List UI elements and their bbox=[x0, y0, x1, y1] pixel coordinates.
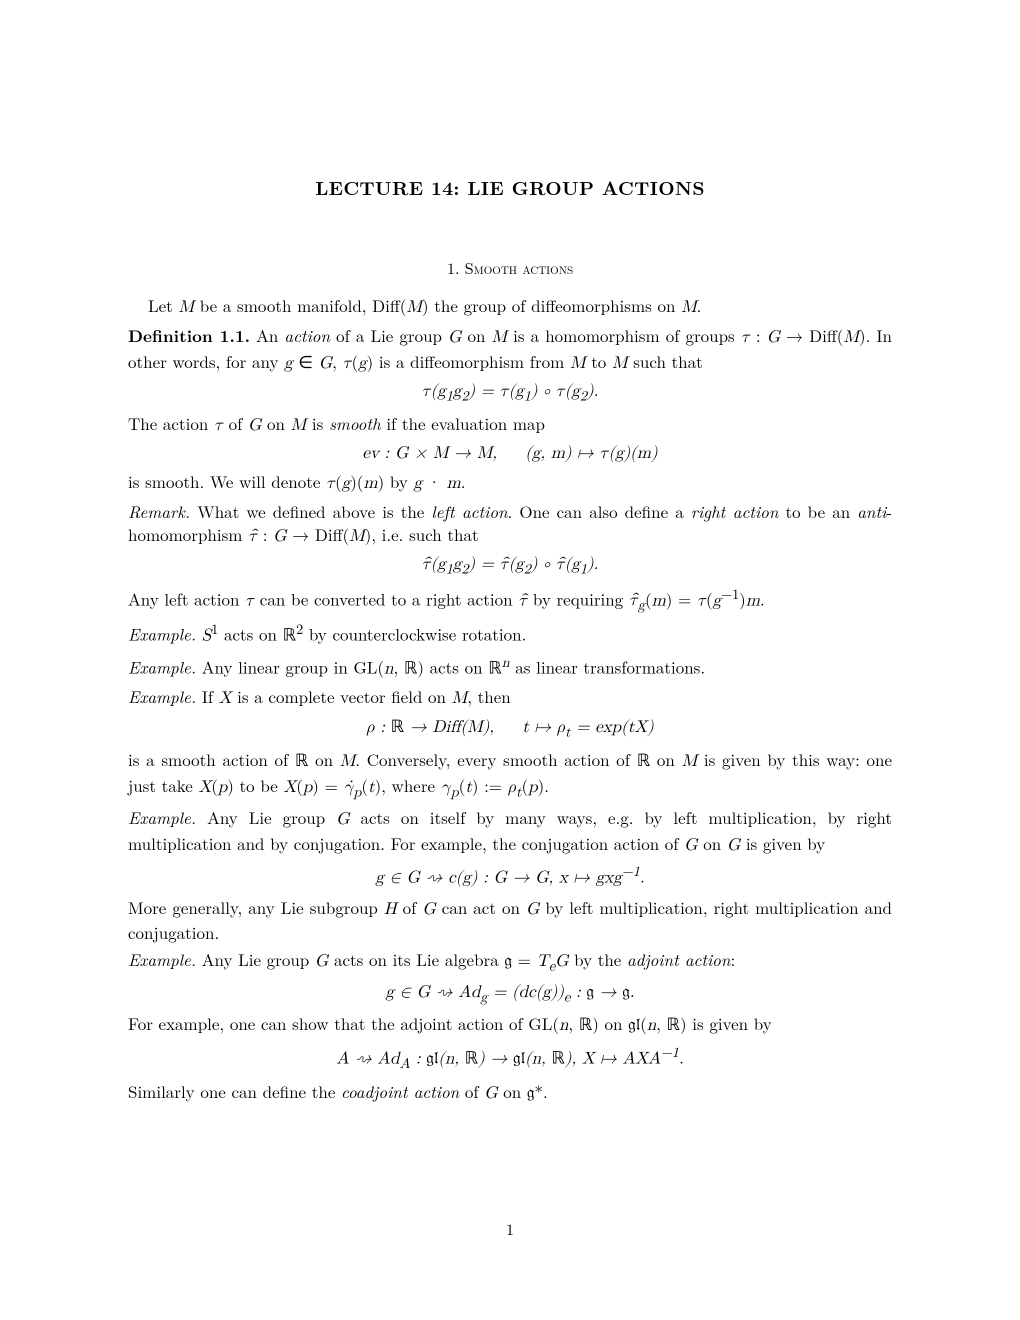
example-4: Example. Any Lie group G acts on itself … bbox=[128, 806, 892, 858]
equation-5: g ∈ G ⇝ c(g) : G → G, x ↦ gxg−1. bbox=[128, 863, 892, 891]
remark-label: Remark. bbox=[128, 499, 190, 523]
remark-text: to be an bbox=[778, 499, 857, 523]
def-continuation: The action τ of G on M is smooth if the … bbox=[128, 412, 892, 438]
equation-7: A ⇝ AdA : 𝔤𝔩(n, ℝ) → 𝔤𝔩(n, ℝ), X ↦ AXA−1… bbox=[128, 1044, 892, 1074]
example-4-cont: More generally, any Lie subgroup H of G … bbox=[128, 896, 892, 945]
equation-4: ρ : ℝ → Diff(M), t ↦ ρt = exp(tX) bbox=[128, 716, 892, 743]
def-term-action: action bbox=[284, 323, 330, 347]
remark-block: Remark. What we defined above is the lef… bbox=[128, 500, 892, 549]
term-adjoint: adjoint action bbox=[627, 947, 730, 971]
section-title: Smooth actions bbox=[465, 256, 573, 279]
definition-block: Definition 1.1. An action of a Lie group… bbox=[128, 324, 892, 376]
term-right-action: right action bbox=[691, 499, 779, 523]
definition-label: Definition 1.1. bbox=[128, 324, 250, 348]
remark-text: What we defined above is the bbox=[190, 499, 431, 523]
document-page: LECTURE 14: LIE GROUP ACTIONS 1. Smooth … bbox=[0, 0, 1020, 1320]
section-number: 1. bbox=[447, 256, 459, 279]
example-3-cont: is a smooth action of ℝ on M. Conversely… bbox=[128, 748, 892, 802]
def-term-smooth: smooth bbox=[329, 411, 381, 435]
equation-2: ev : G × M → M, (g, m) ↦ τ(g)(m) bbox=[128, 443, 892, 466]
equation-3: τ̂(g1g2) = τ̂(g2) ∘ τ̂(g1). bbox=[128, 554, 892, 580]
example-1: Example. S1 acts on ℝ2 by counterclockwi… bbox=[128, 620, 892, 649]
term-coadjoint: coadjoint action bbox=[341, 1079, 459, 1103]
example-5-cont: For example, one can show that the adjoi… bbox=[128, 1012, 892, 1039]
example-label: Example. bbox=[128, 947, 196, 971]
page-number: 1 bbox=[506, 1218, 514, 1240]
example-5-end: Similarly one can define the coadjoint a… bbox=[128, 1080, 892, 1107]
equation-6: g ∈ G ⇝ Adg = (dc(g))e : 𝔤 → 𝔤. bbox=[128, 982, 892, 1008]
example-label: Example. bbox=[128, 622, 196, 646]
example-2: Example. Any linear group in GL(n, ℝ) ac… bbox=[128, 653, 892, 682]
example-5: Example. Any Lie group G acts on its Lie… bbox=[128, 948, 892, 977]
remark-text: . One can also define a bbox=[508, 499, 691, 523]
example-label: Example. bbox=[128, 654, 196, 678]
remark-end: Any left action τ can be converted to a … bbox=[128, 585, 892, 616]
example-label: Example. bbox=[128, 805, 196, 829]
section-header: 1. Smooth actions bbox=[128, 257, 892, 279]
intro-paragraph: Let M be a smooth manifold, Diff(M) the … bbox=[128, 294, 892, 320]
equation-1: τ(g1g2) = τ(g1) ∘ τ(g2). bbox=[128, 381, 892, 407]
term-anti: anti bbox=[857, 499, 886, 523]
example-label: Example. bbox=[128, 684, 196, 708]
def-end: is smooth. We will denote τ(g)(m) by g ·… bbox=[128, 470, 892, 496]
term-left-action: left action bbox=[431, 499, 507, 523]
def-text: An bbox=[250, 323, 284, 347]
example-3: Example. If X is a complete vector field… bbox=[128, 685, 892, 711]
lecture-title: LECTURE 14: LIE GROUP ACTIONS bbox=[128, 175, 892, 201]
